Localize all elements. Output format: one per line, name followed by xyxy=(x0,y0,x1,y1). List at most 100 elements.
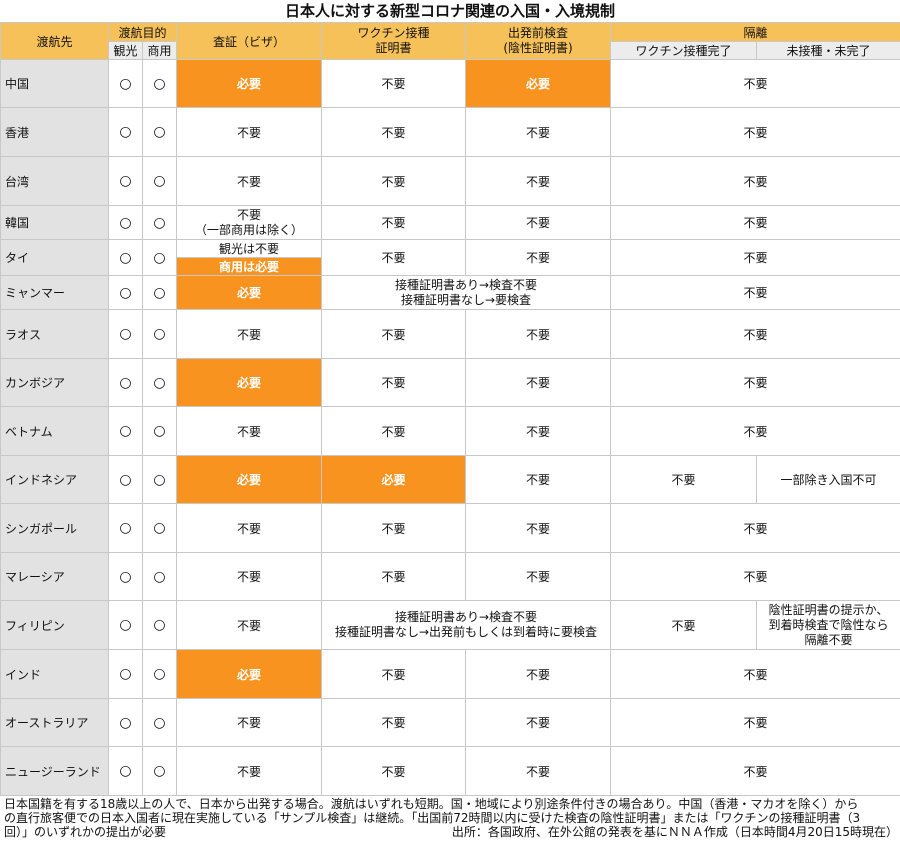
table-row: インドネシア ○ ○ 必要 必要 不要 不要 一部除き入国不可 xyxy=(0,455,900,504)
visa-cell-business: 商用は必要 xyxy=(176,257,323,276)
vaccine-cell: 不要 xyxy=(321,156,467,206)
footnote-line3: 回）」のいずれかの提出が必要 xyxy=(4,825,167,839)
business-mark: ○ xyxy=(141,698,178,747)
table-row: フィリピン ○ ○ 不要 接種証明書あり→検査不要 接種証明書なし→出発前もしくは… xyxy=(0,600,900,650)
visa-cell: 不要 xyxy=(176,746,323,796)
tourism-mark: ○ xyxy=(108,698,143,747)
business-mark: ○ xyxy=(141,503,178,553)
pretest-cell: 不要 xyxy=(465,406,612,456)
destination-cell: 韓国 xyxy=(0,205,109,240)
destination-cell: マレーシア xyxy=(0,552,109,601)
table-row: マレーシア ○ ○ 不要 不要 不要 不要 xyxy=(0,552,900,601)
business-mark: ○ xyxy=(141,552,178,601)
quarantine-cell: 不要 xyxy=(610,649,900,699)
destination-cell: オーストラリア xyxy=(0,698,109,747)
destination-cell: ラオス xyxy=(0,309,109,359)
vaccine-cell: 不要 xyxy=(321,503,467,553)
quarantine-unvaccinated-line1: 陰性証明書の提示か、 xyxy=(768,602,889,617)
quarantine-vaccinated-cell: 不要 xyxy=(610,455,758,504)
tourism-mark: ○ xyxy=(108,107,143,157)
pretest-cell: 不要 xyxy=(465,503,612,553)
header-pretest: 出発前検査 (陰性証明書) xyxy=(465,22,612,60)
tourism-mark: ○ xyxy=(108,156,143,206)
table-row: 香港 ○ ○ 不要 不要 不要 不要 xyxy=(0,107,900,157)
visa-cell: 不要 xyxy=(176,503,323,553)
pretest-cell: 不要 xyxy=(465,107,612,157)
table-row: インド ○ ○ 必要 不要 不要 不要 xyxy=(0,649,900,699)
vaccine-cell: 不要 xyxy=(321,59,467,108)
quarantine-unvaccinated-cell: 陰性証明書の提示か、 到着時検査で陰性なら 隔離不要 xyxy=(756,600,900,650)
footnote-source: 出所：各国政府、在外公館の発表を基にＮＮＡ作成（日本時間4月20日15時現在） xyxy=(451,825,898,839)
visa-cell: 不要 xyxy=(176,698,323,747)
visa-cell: 必要 xyxy=(176,649,323,699)
quarantine-unvaccinated-cell: 一部除き入国不可 xyxy=(756,455,900,504)
vaccine-cell: 不要 xyxy=(321,406,467,456)
table-row: 台湾 ○ ○ 不要 不要 不要 不要 xyxy=(0,156,900,206)
vaccine-pretest-cell: 接種証明書あり→検査不要 接種証明書なし→要検査 xyxy=(321,275,612,310)
business-mark: ○ xyxy=(141,309,178,359)
tourism-mark: ○ xyxy=(108,503,143,553)
table-row: ラオス ○ ○ 不要 不要 不要 不要 xyxy=(0,309,900,359)
visa-cell-tourism: 観光は不要 xyxy=(176,239,323,258)
quarantine-cell: 不要 xyxy=(610,503,900,553)
header-pretest-line1: 出発前検査 xyxy=(508,26,569,40)
visa-cell: 不要 xyxy=(176,552,323,601)
quarantine-cell: 不要 xyxy=(610,59,900,108)
header-vaccine-cert: ワクチン接種 証明書 xyxy=(321,22,467,60)
destination-cell: 香港 xyxy=(0,107,109,157)
table-row: オーストラリア ○ ○ 不要 不要 不要 不要 xyxy=(0,698,900,747)
visa-cell: 必要 xyxy=(176,358,323,407)
quarantine-cell: 不要 xyxy=(610,275,900,310)
visa-cell: 不要 xyxy=(176,107,323,157)
header-vaccine-cert-line1: ワクチン接種 xyxy=(357,26,430,40)
business-mark: ○ xyxy=(141,275,178,310)
visa-cell: 不要 xyxy=(176,406,323,456)
header-quarantine: 隔離 xyxy=(610,22,900,42)
vaccine-cell: 不要 xyxy=(321,698,467,747)
table-row: ニュージーランド ○ ○ 不要 不要 不要 不要 xyxy=(0,746,900,796)
pretest-cell: 不要 xyxy=(465,698,612,747)
pretest-cell: 不要 xyxy=(465,746,612,796)
tourism-mark: ○ xyxy=(108,649,143,699)
vaccine-cell: 不要 xyxy=(321,239,467,276)
destination-cell: シンガポール xyxy=(0,503,109,553)
destination-cell: 中国 xyxy=(0,59,109,108)
header-business: 商用 xyxy=(141,41,178,60)
tourism-mark: ○ xyxy=(108,406,143,456)
quarantine-cell: 不要 xyxy=(610,406,900,456)
destination-cell: 台湾 xyxy=(0,156,109,206)
quarantine-unvaccinated-line3: 隔離不要 xyxy=(804,632,853,647)
header-tourism: 観光 xyxy=(108,41,143,60)
visa-cell: 必要 xyxy=(176,59,323,108)
destination-cell: ニュージーランド xyxy=(0,746,109,796)
vaccine-cell: 不要 xyxy=(321,358,467,407)
footnote-line1: 日本国籍を有する18歳以上の人で、日本から出発する場合。渡航はいずれも短期。国・… xyxy=(4,797,859,811)
pretest-cell: 必要 xyxy=(465,59,612,108)
quarantine-unvaccinated-line2: 到着時検査で陰性なら xyxy=(768,617,889,632)
destination-cell: フィリピン xyxy=(0,600,109,650)
page-title: 日本人に対する新型コロナ関連の入国・入境規制 xyxy=(284,2,615,20)
quarantine-cell: 不要 xyxy=(610,698,900,747)
vaccine-pretest-line2: 接種証明書なし→出発前もしくは到着時に要検査 xyxy=(334,625,598,639)
vaccine-cell: 不要 xyxy=(321,309,467,359)
table-row: 中国 ○ ○ 必要 不要 必要 不要 xyxy=(0,59,900,108)
header-purpose: 渡航目的 xyxy=(107,22,178,42)
vaccine-pretest-line2: 接種証明書なし→要検査 xyxy=(400,292,532,307)
table-row-sub: 商用は必要 xyxy=(1,257,900,276)
vaccine-cell: 不要 xyxy=(321,205,467,240)
vaccine-pretest-line1: 接種証明書あり→検査不要 xyxy=(394,610,538,624)
quarantine-cell: 不要 xyxy=(610,107,900,157)
pretest-cell: 不要 xyxy=(465,239,612,276)
business-mark: ○ xyxy=(141,600,178,650)
tourism-mark: ○ xyxy=(108,59,143,108)
business-mark: ○ xyxy=(141,455,178,504)
table-row: タイ ○ ○ 観光は不要 不要 不要 不要 xyxy=(0,239,900,276)
tourism-mark: ○ xyxy=(108,358,143,407)
visa-cell-line2: （一部商用は除く） xyxy=(195,222,304,237)
tourism-mark: ○ xyxy=(108,239,143,276)
vaccine-cell: 必要 xyxy=(321,455,467,504)
quarantine-cell: 不要 xyxy=(610,309,900,359)
pretest-cell: 不要 xyxy=(465,649,612,699)
destination-cell: ミャンマー xyxy=(0,275,109,310)
table-row: ミャンマー ○ ○ 必要 接種証明書あり→検査不要 接種証明書なし→要検査 不要 xyxy=(0,275,900,310)
